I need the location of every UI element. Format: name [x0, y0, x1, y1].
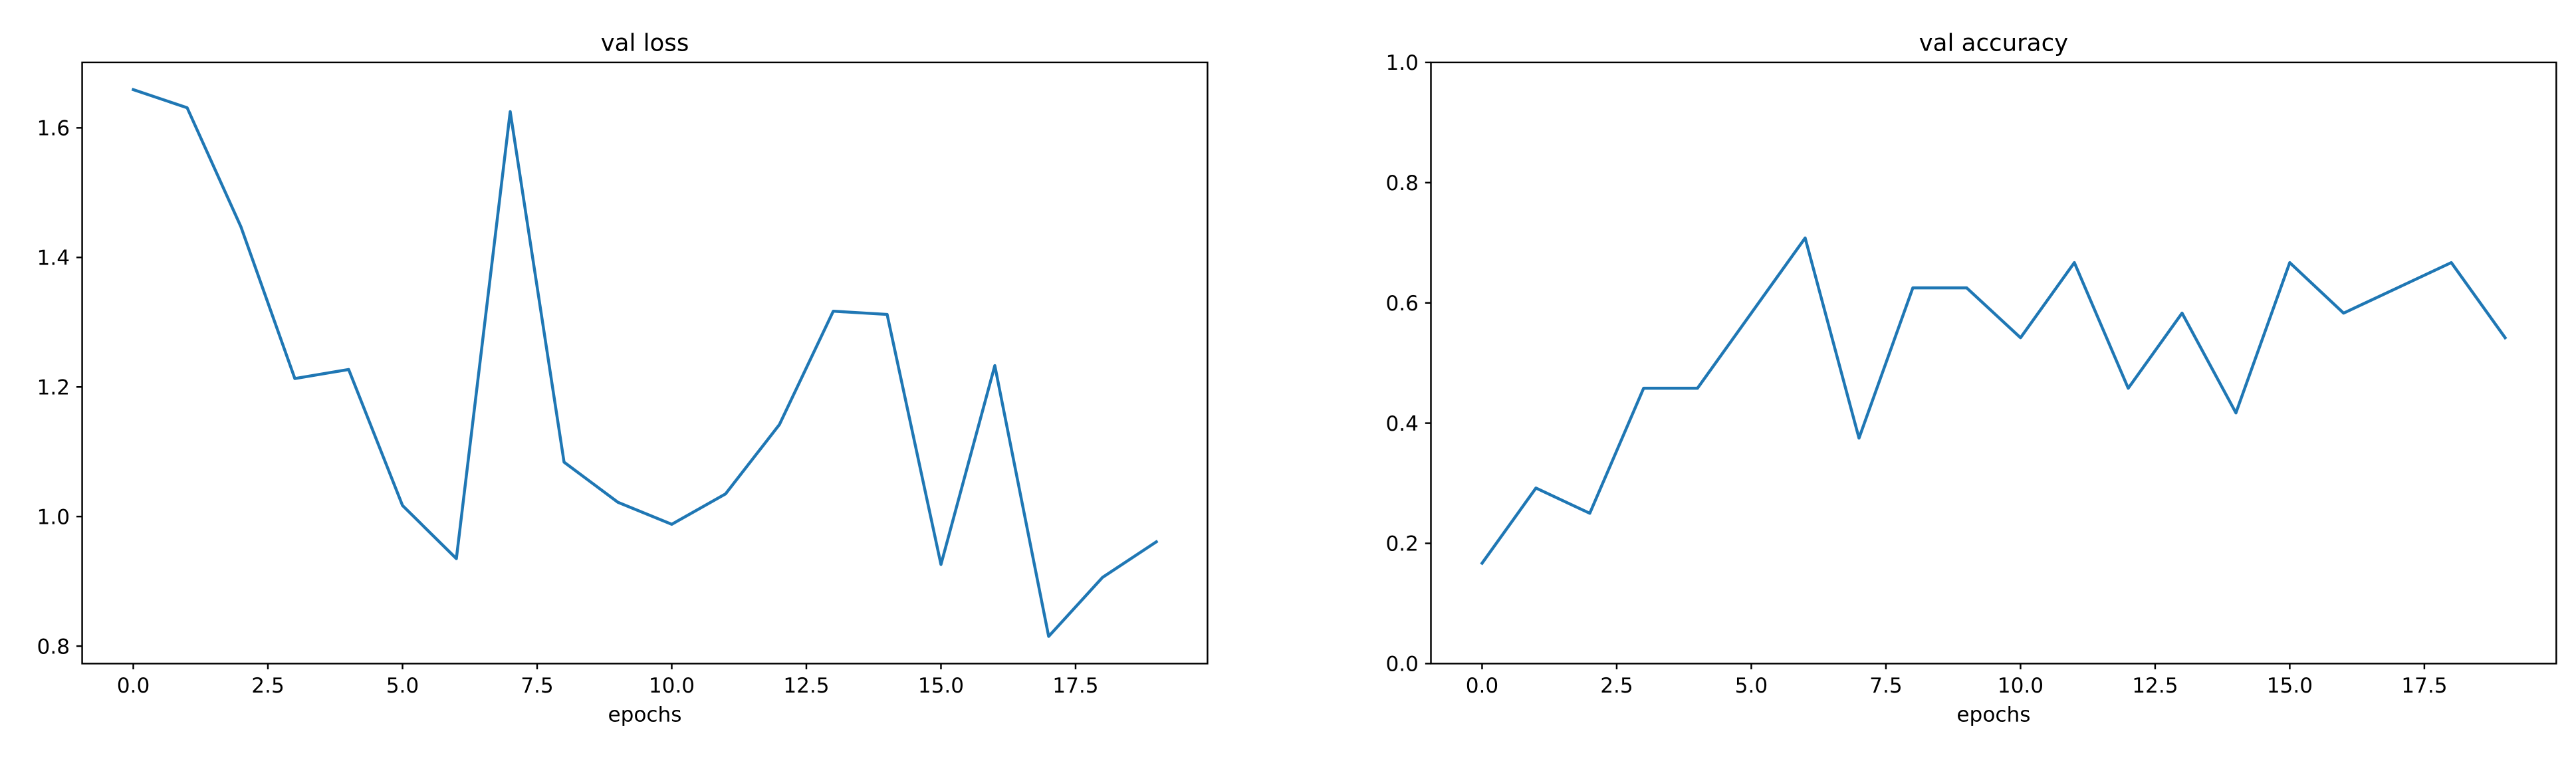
val-accuracy-x-tick-label: 0.0	[1466, 674, 1499, 698]
val-accuracy-y-tick-label: 1.0	[1385, 51, 1419, 75]
val-accuracy-x-axis-label: epochs	[1956, 703, 2030, 726]
val-accuracy-chart: 0.0 2.5 5.0 7.5 10.0 12.5 15.0 17.5 0.0 0.2 0.4 0.6…	[1385, 30, 2557, 726]
val-accuracy-x-tick-label: 12.5	[2132, 674, 2178, 698]
val-accuracy-axes-frame	[1430, 61, 2557, 665]
val-accuracy-y-tick-label: 0.2	[1385, 532, 1419, 556]
val-loss-chart: 0.0 2.5 5.0 7.5 10.0 12.5 15.0 17.5 0.8 1.0 1.2 1.4…	[37, 30, 1209, 726]
val-accuracy-x-tick-label: 15.0	[2267, 674, 2313, 698]
val-loss-y-tick-label: 1.4	[37, 246, 70, 270]
val-accuracy-x-tick-label: 10.0	[1998, 674, 2044, 698]
val-accuracy-y-tick-label: 0.0	[1385, 653, 1419, 677]
val-loss-y-tick-label: 1.2	[37, 376, 70, 399]
val-loss-title: val loss	[601, 30, 689, 57]
val-loss-y-tick-label: 1.0	[37, 505, 70, 529]
val-accuracy-y-tick-label: 0.4	[1385, 412, 1419, 436]
val-loss-x-tick-label: 0.0	[117, 674, 150, 698]
val-loss-y-tick-label: 0.8	[37, 635, 70, 659]
val-loss-x-tick-label: 12.5	[783, 674, 829, 698]
val-loss-x-tick-label: 15.0	[918, 674, 964, 698]
val-loss-x-tick-label: 17.5	[1052, 674, 1098, 698]
val-accuracy-x-tick-label: 5.0	[1735, 674, 1768, 698]
val-loss-axes-frame	[81, 61, 1209, 665]
val-loss-x-tick-label: 10.0	[649, 674, 695, 698]
val-accuracy-title: val accuracy	[1919, 30, 2069, 57]
val-accuracy-y-tick-label: 0.8	[1385, 171, 1419, 195]
val-loss-x-tick-label: 5.0	[386, 674, 419, 698]
val-loss-y-tick-label: 1.6	[37, 117, 70, 141]
val-loss-x-tick-label: 2.5	[251, 674, 285, 698]
val-accuracy-series-line	[1480, 236, 2508, 566]
val-accuracy-x-tick-label: 2.5	[1600, 674, 1633, 698]
val-accuracy-x-tick-label: 7.5	[1869, 674, 1903, 698]
val-accuracy-y-tick-label: 0.6	[1385, 292, 1419, 316]
val-loss-series-line	[131, 88, 1159, 638]
val-accuracy-x-tick-label: 17.5	[2401, 674, 2447, 698]
val-loss-x-tick-label: 7.5	[521, 674, 554, 698]
val-loss-x-axis-label: epochs	[608, 703, 681, 726]
